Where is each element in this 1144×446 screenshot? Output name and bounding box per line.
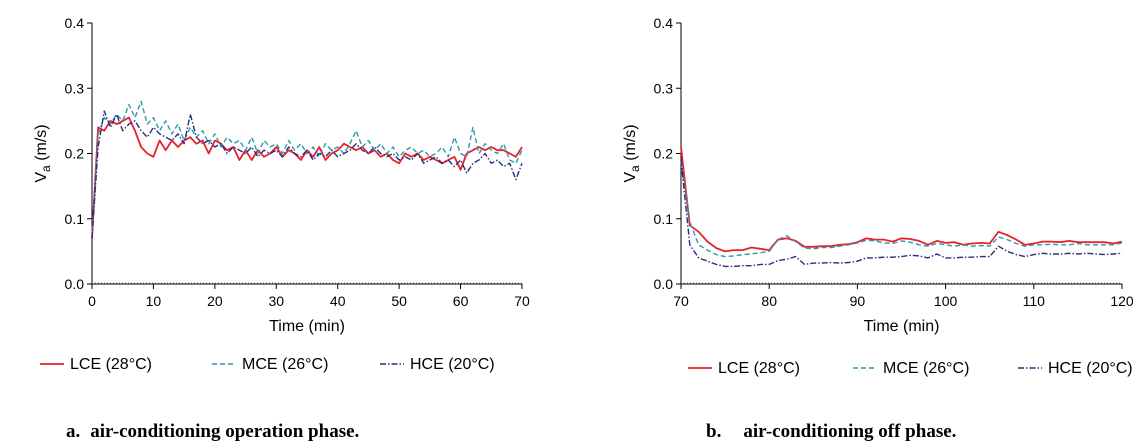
chart-a: 0.0 0.1 0.2 0.3 0.4 0 10 20 30 40 50 60 70 Time (min)… [33, 15, 530, 442]
chart-b-y-tick-label: 0.0 [654, 276, 674, 292]
chart-b-legend-label-mce: MCE (26°C) [883, 360, 969, 377]
chart-a-x-tick-label: 10 [146, 293, 162, 309]
chart-b-caption-letter: b. [706, 421, 721, 442]
chart-a-y-tick-label: 0.1 [65, 211, 85, 227]
chart-a-x-tick-label: 40 [330, 293, 346, 309]
chart-b-legend: LCE (28°C) MCE (26°C) HCE (20°C) [688, 360, 1133, 377]
chart-a-legend-label-lce: LCE (28°C) [70, 356, 152, 373]
chart-b-y-tick-label: 0.3 [654, 80, 674, 96]
chart-b-x-tick-label: 70 [673, 293, 689, 309]
chart-a-y-axis-label-unit: (m/s) [33, 124, 50, 165]
chart-a-x-tick-label: 50 [391, 293, 407, 309]
chart-a-y-tick-label: 0.0 [65, 276, 85, 292]
chart-b-y-axis-label-unit: (m/s) [622, 124, 639, 165]
chart-a-x-axis-label: Time (min) [269, 318, 345, 335]
chart-b-caption: b. air-conditioning off phase. [706, 421, 956, 442]
chart-b-legend-label-lce: LCE (28°C) [718, 360, 800, 377]
chart-b-y-axis-label-main: V [622, 172, 639, 183]
chart-b-x-axis-label: Time (min) [864, 318, 940, 335]
chart-a-series-mce [91, 100, 523, 239]
chart-a-y-axis-label-sub: a [39, 165, 53, 172]
chart-b-y-tick-label: 0.1 [654, 211, 674, 227]
chart-a-y-axis-label-main: V [33, 172, 50, 183]
chart-b-y-axis-label-sub: a [628, 165, 642, 172]
chart-a-caption-letter: a. [66, 421, 80, 442]
chart-a-caption-text: air-conditioning operation phase. [90, 421, 359, 442]
chart-b-x-tick-label: 100 [934, 293, 958, 309]
chart-a-x-tick-label: 60 [453, 293, 469, 309]
chart-a-x-tick-label: 70 [514, 293, 530, 309]
chart-b-series-hce [680, 159, 1123, 268]
chart-b: 0.0 0.1 0.2 0.3 0.4 70 80 90 100 110 120 Time (min)… [622, 15, 1134, 442]
chart-b-x-tick-label: 120 [1110, 293, 1134, 309]
chart-a-x-tick-label: 30 [268, 293, 284, 309]
chart-a-series-lce [91, 116, 523, 239]
chart-a-legend: LCE (28°C) MCE (26°C) HCE (20°C) [40, 356, 495, 373]
chart-a-x-tick-label: 0 [88, 293, 96, 309]
chart-b-y-axis-label: Va (m/s) [622, 124, 642, 182]
chart-b-series-mce [680, 159, 1123, 258]
chart-a-x-tick-label: 20 [207, 293, 223, 309]
chart-a-legend-label-hce: HCE (20°C) [410, 356, 495, 373]
chart-b-caption-text: air-conditioning off phase. [743, 421, 956, 442]
chart-b-x-tick-label: 80 [761, 293, 777, 309]
chart-b-series-lce [680, 146, 1123, 253]
chart-a-caption: a. air-conditioning operation phase. [66, 421, 359, 442]
chart-b-legend-label-hce: HCE (20°C) [1048, 360, 1133, 377]
chart-a-y-tick-label: 0.3 [65, 80, 85, 96]
chart-a-y-tick-label: 0.2 [65, 146, 85, 162]
chart-a-legend-label-mce: MCE (26°C) [242, 356, 328, 373]
chart-b-x-tick-label: 110 [1023, 293, 1046, 309]
chart-b-y-tick-label: 0.2 [654, 146, 674, 162]
chart-b-x-tick-label: 90 [850, 293, 866, 309]
chart-a-series-hce [91, 110, 523, 239]
chart-a-y-tick-label: 0.4 [65, 15, 85, 31]
chart-b-y-tick-label: 0.4 [654, 15, 674, 31]
chart-a-y-axis-label: Va (m/s) [33, 124, 53, 182]
